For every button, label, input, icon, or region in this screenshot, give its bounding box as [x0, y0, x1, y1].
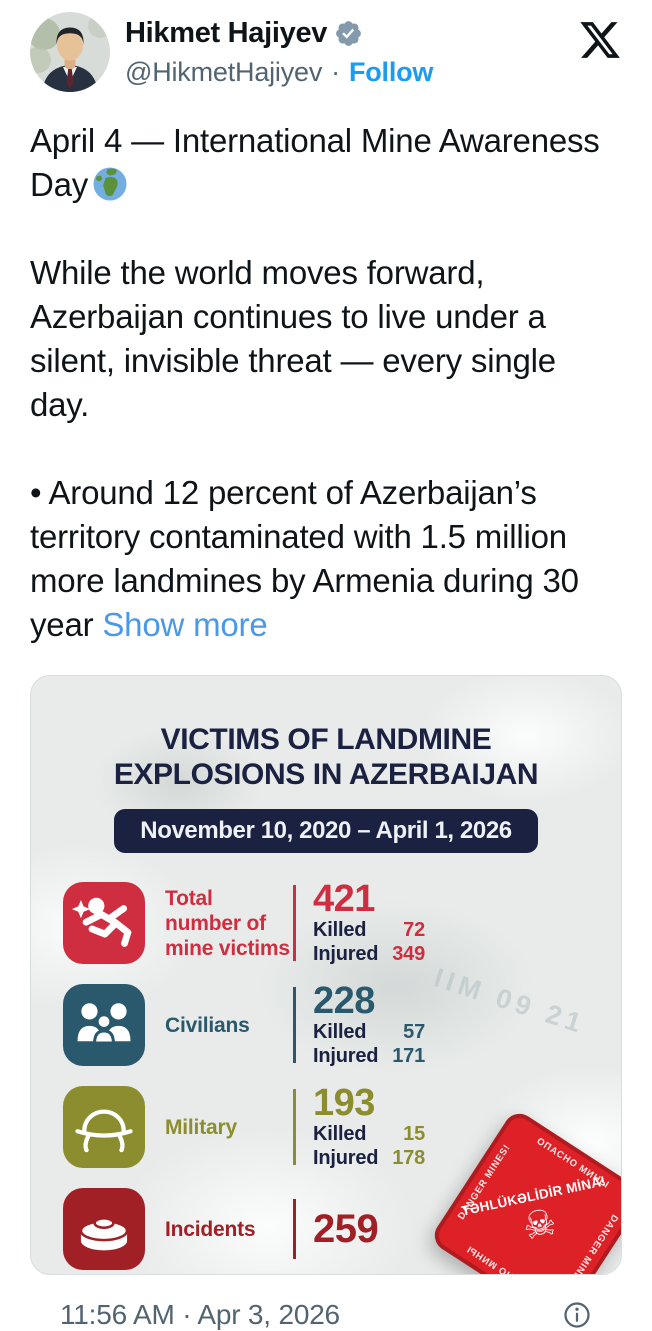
total-value: 421 — [313, 878, 375, 920]
display-name[interactable]: Hikmet Hajiyev — [125, 17, 328, 49]
timestamp[interactable]: 11:56 AM · Apr 3, 2026 — [60, 1299, 340, 1330]
follow-button[interactable]: Follow — [348, 57, 434, 87]
tweet-paragraph-3: • Around 12 percent of Azerbaijan’s terr… — [30, 474, 579, 643]
injured-label: Injured — [313, 943, 379, 965]
stat-row-label: Total number of mine victims — [165, 886, 290, 960]
background-stencil-watermark: IIM 09 21 — [430, 962, 590, 1040]
handle[interactable]: @HikmetHajiyev — [125, 57, 323, 87]
info-circle-icon[interactable] — [562, 1300, 592, 1330]
avatar-photo — [30, 12, 110, 92]
tweet-paragraph-2: While the world moves forward, Azerbaija… — [30, 254, 556, 423]
stats-rows: Total number of mine victims 421 Killed 7… — [63, 880, 443, 1270]
x-logo-icon[interactable] — [578, 18, 622, 62]
stat-values: 259 — [313, 1188, 443, 1270]
tweet-image-infographic[interactable]: IIM 09 21 VICTIMS OF LANDMINE EXPLOSIONS… — [30, 675, 622, 1275]
divider — [293, 885, 296, 961]
show-more-link[interactable]: Show more — [102, 606, 268, 643]
verified-badge-icon — [334, 19, 363, 48]
stat-row-label: Military — [165, 1115, 237, 1139]
sign-center: TƏHLÜKƏLİDİR MİNA! ☠ — [449, 1128, 621, 1274]
stat-values: 228 Killed 57 Injured 171 — [313, 982, 443, 1068]
stat-row-incidents: Incidents 259 — [63, 1188, 443, 1270]
killed-label: Killed — [313, 1123, 367, 1145]
total-value: 259 — [313, 1207, 379, 1251]
stat-row-total-victims: Total number of mine victims 421 Killed 7… — [63, 880, 443, 966]
date-range-pill: November 10, 2020 – April 1, 2026 — [114, 809, 538, 853]
stat-values: 193 Killed 15 Injured 178 — [313, 1084, 443, 1170]
killed-value: 15 — [403, 1123, 425, 1145]
killed-value: 72 — [403, 919, 425, 941]
danger-mines-warning-sign: ОПАСНО МИНЫ DANGER MINES! ОПАСНО МИНЫ DA… — [428, 1107, 621, 1274]
injured-value: 171 — [392, 1045, 425, 1067]
tweet-body: April 4 — International Mine Awareness D… — [30, 119, 622, 647]
tweet-header: Hikmet Hajiyev @HikmetHajiyev · Follow — [30, 12, 622, 92]
stat-row-civilians: Civilians 228 Killed 57 Injured 171 — [63, 982, 443, 1068]
infographic-title: VICTIMS OF LANDMINE EXPLOSIONS IN AZERBA… — [113, 723, 539, 791]
civilians-family-icon — [63, 984, 145, 1066]
killed-value: 57 — [403, 1021, 425, 1043]
divider — [293, 1089, 296, 1165]
globe-europe-africa-emoji — [92, 166, 128, 202]
divider — [293, 987, 296, 1063]
military-helmet-icon — [63, 1086, 145, 1168]
injured-label: Injured — [313, 1045, 379, 1067]
tweet-footer: 11:56 AM · Apr 3, 2026 — [60, 1299, 592, 1331]
landmine-icon — [63, 1188, 145, 1270]
author-block: Hikmet Hajiyev @HikmetHajiyev · Follow — [125, 12, 433, 88]
separator-dot: · — [331, 57, 340, 87]
stat-values: 421 Killed 72 Injured 349 — [313, 880, 443, 966]
injured-value: 349 — [392, 943, 425, 965]
injured-label: Injured — [313, 1147, 379, 1169]
blast-victim-icon — [63, 882, 145, 964]
stat-row-label: Incidents — [165, 1217, 256, 1241]
tweet-paragraph-1: April 4 — International Mine Awareness D… — [30, 122, 600, 203]
total-value: 228 — [313, 980, 375, 1022]
injured-value: 178 — [392, 1147, 425, 1169]
skull-crossbones-icon: ☠ — [519, 1200, 561, 1248]
avatar[interactable] — [30, 12, 110, 92]
killed-label: Killed — [313, 919, 367, 941]
stat-row-military: Military 193 Killed 15 Injured 178 — [63, 1084, 443, 1170]
divider — [293, 1199, 296, 1259]
killed-label: Killed — [313, 1021, 367, 1043]
total-value: 193 — [313, 1082, 375, 1124]
stat-row-label: Civilians — [165, 1013, 250, 1037]
